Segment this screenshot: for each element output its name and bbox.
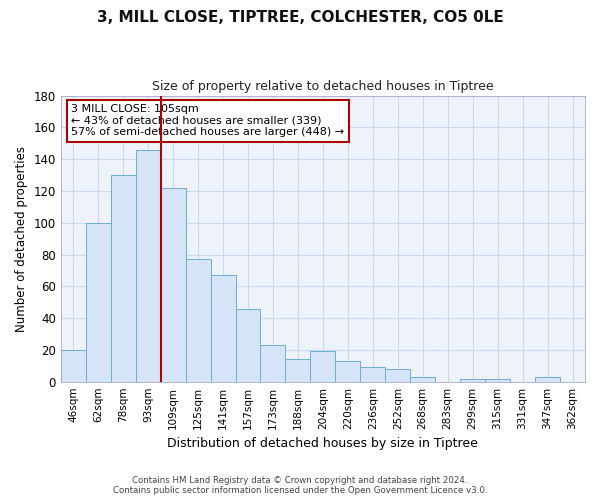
Bar [361, 368, 385, 382]
Bar [286, 360, 310, 382]
Bar [136, 150, 161, 382]
Bar [61, 350, 86, 382]
Bar [535, 377, 560, 382]
Bar [236, 308, 260, 382]
Bar [335, 361, 361, 382]
Bar [86, 222, 111, 382]
Text: Contains HM Land Registry data © Crown copyright and database right 2024.
Contai: Contains HM Land Registry data © Crown c… [113, 476, 487, 495]
Bar [185, 260, 211, 382]
Title: Size of property relative to detached houses in Tiptree: Size of property relative to detached ho… [152, 80, 494, 93]
Y-axis label: Number of detached properties: Number of detached properties [15, 146, 28, 332]
Bar [385, 369, 410, 382]
Bar [161, 188, 185, 382]
X-axis label: Distribution of detached houses by size in Tiptree: Distribution of detached houses by size … [167, 437, 478, 450]
Bar [260, 345, 286, 382]
Text: 3 MILL CLOSE: 105sqm
← 43% of detached houses are smaller (339)
57% of semi-deta: 3 MILL CLOSE: 105sqm ← 43% of detached h… [71, 104, 344, 138]
Bar [410, 377, 435, 382]
Bar [211, 275, 236, 382]
Bar [310, 352, 335, 382]
Bar [111, 175, 136, 382]
Bar [485, 378, 510, 382]
Text: 3, MILL CLOSE, TIPTREE, COLCHESTER, CO5 0LE: 3, MILL CLOSE, TIPTREE, COLCHESTER, CO5 … [97, 10, 503, 25]
Bar [460, 378, 485, 382]
